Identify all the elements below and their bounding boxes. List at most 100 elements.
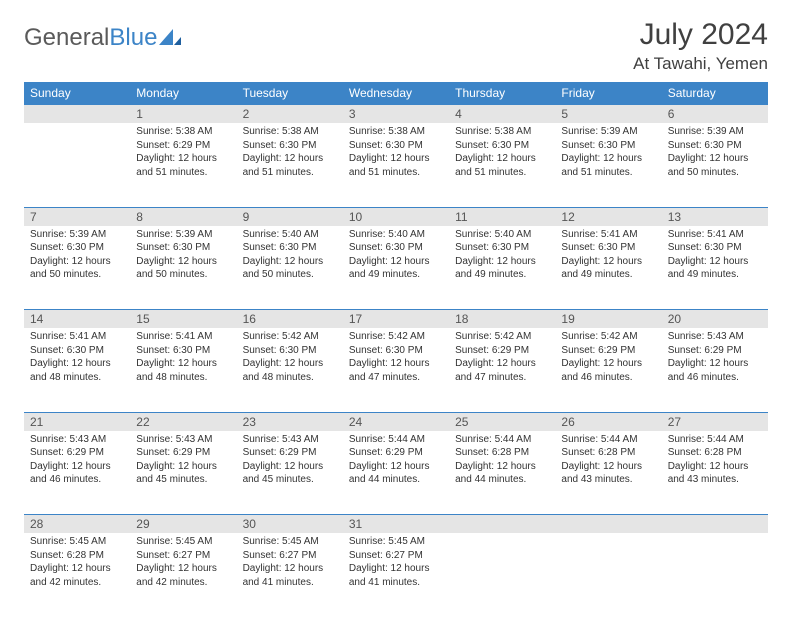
- day-cell: Sunrise: 5:40 AMSunset: 6:30 PMDaylight:…: [449, 226, 555, 310]
- day-cell: Sunrise: 5:40 AMSunset: 6:30 PMDaylight:…: [343, 226, 449, 310]
- day-details: Sunrise: 5:41 AMSunset: 6:30 PMDaylight:…: [130, 328, 236, 390]
- day-number: 15: [130, 310, 236, 328]
- day-details: Sunrise: 5:38 AMSunset: 6:30 PMDaylight:…: [449, 123, 555, 185]
- day-cell: Sunrise: 5:41 AMSunset: 6:30 PMDaylight:…: [555, 226, 661, 310]
- day-details: Sunrise: 5:40 AMSunset: 6:30 PMDaylight:…: [343, 226, 449, 288]
- weekday-header-row: SundayMondayTuesdayWednesdayThursdayFrid…: [24, 82, 768, 105]
- day-cell: Sunrise: 5:39 AMSunset: 6:30 PMDaylight:…: [555, 123, 661, 207]
- day-cell: Sunrise: 5:44 AMSunset: 6:28 PMDaylight:…: [449, 431, 555, 515]
- day-details: Sunrise: 5:41 AMSunset: 6:30 PMDaylight:…: [24, 328, 130, 390]
- day-number: 8: [130, 208, 236, 226]
- calendar-page: GeneralBlue July 2024 At Tawahi, Yemen S…: [0, 0, 792, 617]
- day-number: 23: [237, 413, 343, 431]
- day-details: Sunrise: 5:43 AMSunset: 6:29 PMDaylight:…: [237, 431, 343, 493]
- day-content-row: Sunrise: 5:43 AMSunset: 6:29 PMDaylight:…: [24, 431, 768, 515]
- day-cell: [24, 123, 130, 207]
- day-number: 27: [662, 413, 768, 431]
- day-details: Sunrise: 5:45 AMSunset: 6:28 PMDaylight:…: [24, 533, 130, 595]
- day-details: Sunrise: 5:38 AMSunset: 6:30 PMDaylight:…: [343, 123, 449, 185]
- day-number-cell: 13: [662, 207, 768, 226]
- day-cell: Sunrise: 5:38 AMSunset: 6:30 PMDaylight:…: [449, 123, 555, 207]
- day-number: 30: [237, 515, 343, 533]
- day-number-cell: 22: [130, 412, 236, 431]
- day-number-cell: 23: [237, 412, 343, 431]
- day-number-cell: 15: [130, 310, 236, 329]
- day-number-cell: 21: [24, 412, 130, 431]
- day-number-row: 123456: [24, 105, 768, 124]
- day-details: Sunrise: 5:44 AMSunset: 6:29 PMDaylight:…: [343, 431, 449, 493]
- day-cell: Sunrise: 5:42 AMSunset: 6:29 PMDaylight:…: [449, 328, 555, 412]
- day-number: 3: [343, 105, 449, 123]
- day-details: Sunrise: 5:42 AMSunset: 6:30 PMDaylight:…: [343, 328, 449, 390]
- weekday-header: Friday: [555, 82, 661, 105]
- day-cell: Sunrise: 5:45 AMSunset: 6:28 PMDaylight:…: [24, 533, 130, 617]
- day-cell: Sunrise: 5:41 AMSunset: 6:30 PMDaylight:…: [130, 328, 236, 412]
- day-details: Sunrise: 5:44 AMSunset: 6:28 PMDaylight:…: [555, 431, 661, 493]
- day-details: Sunrise: 5:39 AMSunset: 6:30 PMDaylight:…: [130, 226, 236, 288]
- day-details: Sunrise: 5:42 AMSunset: 6:29 PMDaylight:…: [449, 328, 555, 390]
- day-cell: Sunrise: 5:41 AMSunset: 6:30 PMDaylight:…: [662, 226, 768, 310]
- day-number-cell: 16: [237, 310, 343, 329]
- calendar-table: SundayMondayTuesdayWednesdayThursdayFrid…: [24, 82, 768, 617]
- day-number: 28: [24, 515, 130, 533]
- day-number-cell: 1: [130, 105, 236, 124]
- day-number-row: 14151617181920: [24, 310, 768, 329]
- day-details: Sunrise: 5:44 AMSunset: 6:28 PMDaylight:…: [449, 431, 555, 493]
- day-number-cell: 25: [449, 412, 555, 431]
- day-cell: [662, 533, 768, 617]
- day-number-cell: [662, 515, 768, 534]
- day-number-row: 28293031: [24, 515, 768, 534]
- day-cell: Sunrise: 5:42 AMSunset: 6:29 PMDaylight:…: [555, 328, 661, 412]
- day-details: Sunrise: 5:39 AMSunset: 6:30 PMDaylight:…: [662, 123, 768, 185]
- day-details: Sunrise: 5:39 AMSunset: 6:30 PMDaylight:…: [24, 226, 130, 288]
- day-number-cell: 11: [449, 207, 555, 226]
- day-content-row: Sunrise: 5:38 AMSunset: 6:29 PMDaylight:…: [24, 123, 768, 207]
- day-number-cell: [449, 515, 555, 534]
- day-number-cell: 28: [24, 515, 130, 534]
- weekday-header: Wednesday: [343, 82, 449, 105]
- day-number: 7: [24, 208, 130, 226]
- day-number-cell: 18: [449, 310, 555, 329]
- day-number-cell: 14: [24, 310, 130, 329]
- month-title: July 2024: [633, 18, 768, 52]
- day-details: Sunrise: 5:40 AMSunset: 6:30 PMDaylight:…: [449, 226, 555, 288]
- day-details: Sunrise: 5:43 AMSunset: 6:29 PMDaylight:…: [130, 431, 236, 493]
- day-cell: [555, 533, 661, 617]
- day-cell: Sunrise: 5:45 AMSunset: 6:27 PMDaylight:…: [343, 533, 449, 617]
- day-number: 11: [449, 208, 555, 226]
- day-number: 2: [237, 105, 343, 123]
- day-details: Sunrise: 5:38 AMSunset: 6:30 PMDaylight:…: [237, 123, 343, 185]
- day-details: Sunrise: 5:40 AMSunset: 6:30 PMDaylight:…: [237, 226, 343, 288]
- day-number-cell: 4: [449, 105, 555, 124]
- day-cell: Sunrise: 5:39 AMSunset: 6:30 PMDaylight:…: [130, 226, 236, 310]
- day-number: 13: [662, 208, 768, 226]
- day-number-cell: 3: [343, 105, 449, 124]
- weekday-header: Sunday: [24, 82, 130, 105]
- day-details: Sunrise: 5:41 AMSunset: 6:30 PMDaylight:…: [662, 226, 768, 288]
- day-details: Sunrise: 5:44 AMSunset: 6:28 PMDaylight:…: [662, 431, 768, 493]
- day-number-row: 21222324252627: [24, 412, 768, 431]
- day-cell: Sunrise: 5:42 AMSunset: 6:30 PMDaylight:…: [343, 328, 449, 412]
- day-cell: [449, 533, 555, 617]
- day-number: 4: [449, 105, 555, 123]
- title-block: July 2024 At Tawahi, Yemen: [633, 18, 768, 74]
- day-number-cell: 8: [130, 207, 236, 226]
- day-cell: Sunrise: 5:45 AMSunset: 6:27 PMDaylight:…: [237, 533, 343, 617]
- day-number-cell: 19: [555, 310, 661, 329]
- day-cell: Sunrise: 5:45 AMSunset: 6:27 PMDaylight:…: [130, 533, 236, 617]
- day-number: 24: [343, 413, 449, 431]
- day-cell: Sunrise: 5:40 AMSunset: 6:30 PMDaylight:…: [237, 226, 343, 310]
- day-number-cell: 9: [237, 207, 343, 226]
- day-number: 26: [555, 413, 661, 431]
- day-number-cell: 7: [24, 207, 130, 226]
- day-number: 17: [343, 310, 449, 328]
- day-number-cell: [24, 105, 130, 124]
- day-number: 9: [237, 208, 343, 226]
- day-number-cell: 29: [130, 515, 236, 534]
- day-number-cell: 24: [343, 412, 449, 431]
- day-number: 1: [130, 105, 236, 123]
- day-number-cell: 17: [343, 310, 449, 329]
- day-details: Sunrise: 5:45 AMSunset: 6:27 PMDaylight:…: [343, 533, 449, 595]
- weekday-header: Tuesday: [237, 82, 343, 105]
- day-cell: Sunrise: 5:43 AMSunset: 6:29 PMDaylight:…: [24, 431, 130, 515]
